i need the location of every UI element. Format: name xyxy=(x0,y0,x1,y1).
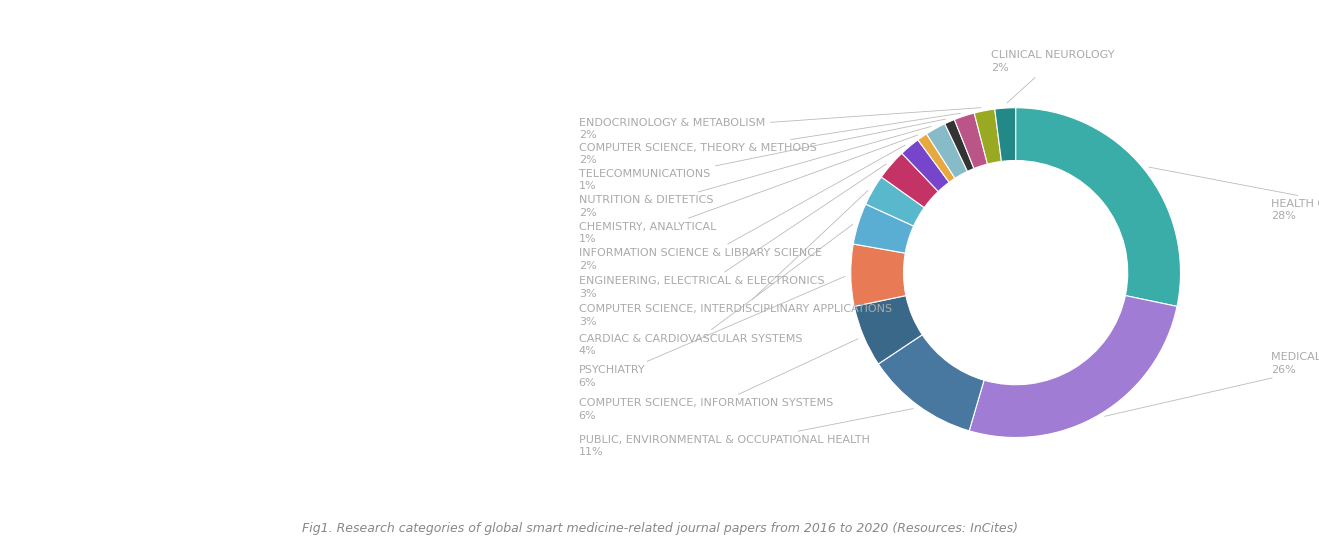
Wedge shape xyxy=(902,140,950,192)
Text: CHEMISTRY, ANALYTICAL
1%: CHEMISTRY, ANALYTICAL 1% xyxy=(579,135,918,244)
Wedge shape xyxy=(969,295,1177,438)
Text: COMPUTER SCIENCE, INFORMATION SYSTEMS
6%: COMPUTER SCIENCE, INFORMATION SYSTEMS 6% xyxy=(579,339,857,420)
Text: CARDIAC & CARDIOVASCULAR SYSTEMS
4%: CARDIAC & CARDIOVASCULAR SYSTEMS 4% xyxy=(579,224,853,357)
Text: COMPUTER SCIENCE, INTERDISCIPLINARY APPLICATIONS
3%: COMPUTER SCIENCE, INTERDISCIPLINARY APPL… xyxy=(579,191,892,326)
Wedge shape xyxy=(1016,108,1181,307)
Wedge shape xyxy=(851,244,906,307)
Wedge shape xyxy=(955,113,988,169)
Text: COMPUTER SCIENCE, THEORY & METHODS
2%: COMPUTER SCIENCE, THEORY & METHODS 2% xyxy=(579,113,960,165)
Text: PSYCHIATRY
6%: PSYCHIATRY 6% xyxy=(579,277,845,388)
Text: PUBLIC, ENVIRONMENTAL & OCCUPATIONAL HEALTH
11%: PUBLIC, ENVIRONMENTAL & OCCUPATIONAL HEA… xyxy=(579,409,913,457)
Text: HEALTH CARE SCIENCES & SERVICES
28%: HEALTH CARE SCIENCES & SERVICES 28% xyxy=(1149,167,1319,221)
Wedge shape xyxy=(853,204,914,253)
Wedge shape xyxy=(995,108,1016,162)
Wedge shape xyxy=(855,295,922,364)
Text: ENDOCRINOLOGY & METABOLISM
2%: ENDOCRINOLOGY & METABOLISM 2% xyxy=(579,108,981,140)
Wedge shape xyxy=(918,134,955,183)
Text: MEDICAL INFORMATICS
26%: MEDICAL INFORMATICS 26% xyxy=(1105,352,1319,416)
Text: INFORMATION SCIENCE & LIBRARY SCIENCE
2%: INFORMATION SCIENCE & LIBRARY SCIENCE 2% xyxy=(579,145,905,271)
Text: CLINICAL NEUROLOGY
2%: CLINICAL NEUROLOGY 2% xyxy=(991,50,1115,103)
Wedge shape xyxy=(926,124,967,178)
Text: Fig1. Research categories of global smart medicine-related journal papers from 2: Fig1. Research categories of global smar… xyxy=(302,521,1017,535)
Wedge shape xyxy=(881,153,938,208)
Wedge shape xyxy=(944,120,973,171)
Wedge shape xyxy=(865,177,925,226)
Text: ENGINEERING, ELECTRICAL & ELECTRONICS
3%: ENGINEERING, ELECTRICAL & ELECTRONICS 3% xyxy=(579,164,886,299)
Text: TELECOMMUNICATIONS
1%: TELECOMMUNICATIONS 1% xyxy=(579,119,946,192)
Wedge shape xyxy=(878,335,984,431)
Wedge shape xyxy=(975,109,1001,164)
Text: NUTRITION & DIETETICS
2%: NUTRITION & DIETETICS 2% xyxy=(579,126,931,218)
